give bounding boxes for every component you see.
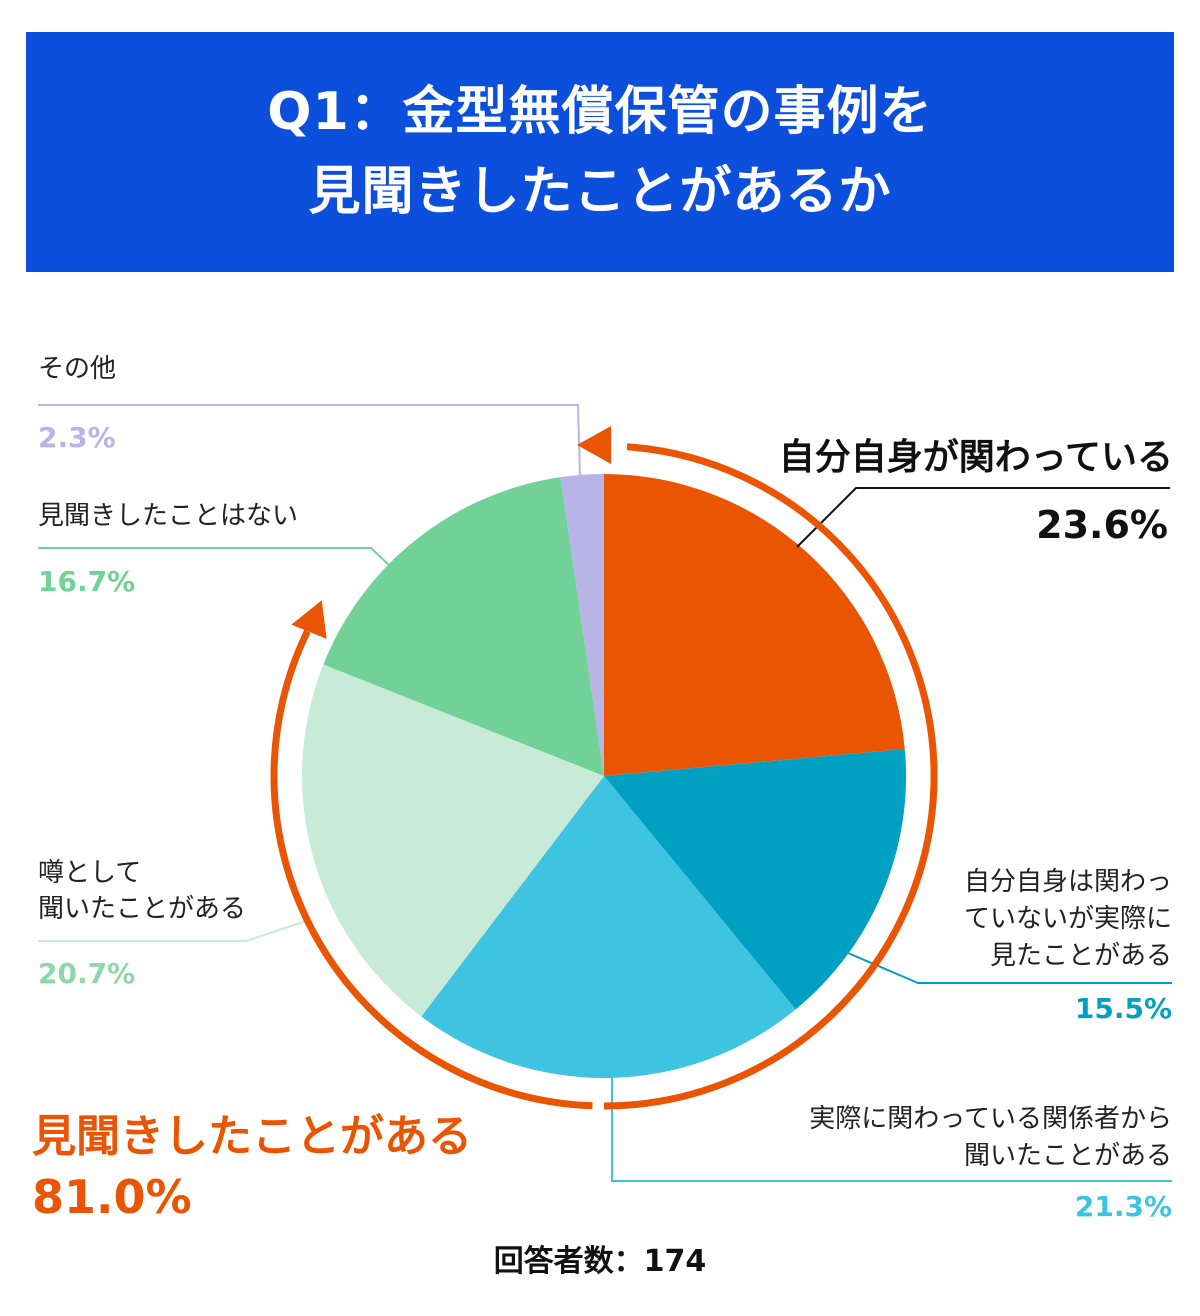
arc-seen-total bbox=[270, 629, 593, 1110]
label-heard-related-line-2: 聞いたことがある bbox=[963, 1141, 1172, 1171]
leader-line-other bbox=[38, 404, 581, 477]
label-rumor-line-2: 聞いたことがある bbox=[38, 894, 247, 924]
slice-seen bbox=[604, 749, 906, 1010]
slice-heard-related bbox=[421, 776, 796, 1078]
value-never: 16.7% bbox=[38, 565, 136, 598]
value-other: 2.3% bbox=[38, 421, 116, 454]
label-rumor-line-1: 噂として bbox=[38, 858, 142, 888]
value-rumor: 20.7% bbox=[38, 957, 136, 990]
label-seen-line-2: ていないが実際に bbox=[963, 904, 1172, 934]
summary-label: 見聞きしたことがある bbox=[32, 1111, 472, 1162]
title-line-1: Q1：金型無償保管の事例を bbox=[267, 82, 933, 142]
label-heard-related-line-1: 実際に関わっている関係者から bbox=[809, 1104, 1172, 1134]
leader-line-heard-from-related bbox=[611, 1076, 1172, 1182]
leader-line-seen bbox=[847, 952, 1172, 984]
slice-rumor bbox=[302, 664, 604, 1017]
label-never: 見聞きしたことはない bbox=[38, 501, 299, 531]
bracket-arcs bbox=[270, 426, 938, 1110]
label-seen-line-3: 見たことがある bbox=[989, 941, 1172, 971]
pie-slices bbox=[302, 474, 906, 1078]
arc-self-involved-arrowhead bbox=[577, 426, 611, 464]
leader-line-rumor bbox=[38, 920, 307, 942]
summary-value: 81.0% bbox=[32, 1170, 192, 1224]
value-self-involved: 23.6% bbox=[1036, 503, 1168, 547]
arc-self-involved bbox=[603, 443, 938, 1110]
title-line-2: 見聞きしたことがあるか bbox=[308, 162, 892, 222]
leader-line-never bbox=[38, 547, 392, 568]
label-seen-line-1: 自分自身は関わっ bbox=[963, 867, 1172, 897]
label-other: その他 bbox=[38, 354, 117, 384]
label-self-involved: 自分自身が関わっている bbox=[778, 437, 1173, 478]
value-heard-related: 21.3% bbox=[1074, 1190, 1172, 1223]
slice-self-involved bbox=[604, 474, 905, 776]
title-banner: Q1：金型無償保管の事例を 見聞きしたことがあるか bbox=[26, 32, 1174, 272]
respondents-count: 回答者数：174 bbox=[493, 1244, 707, 1279]
arc-seen-total-arrowhead bbox=[291, 600, 327, 639]
value-seen: 15.5% bbox=[1074, 992, 1172, 1025]
slice-never bbox=[323, 477, 604, 776]
slice-other bbox=[560, 474, 604, 776]
